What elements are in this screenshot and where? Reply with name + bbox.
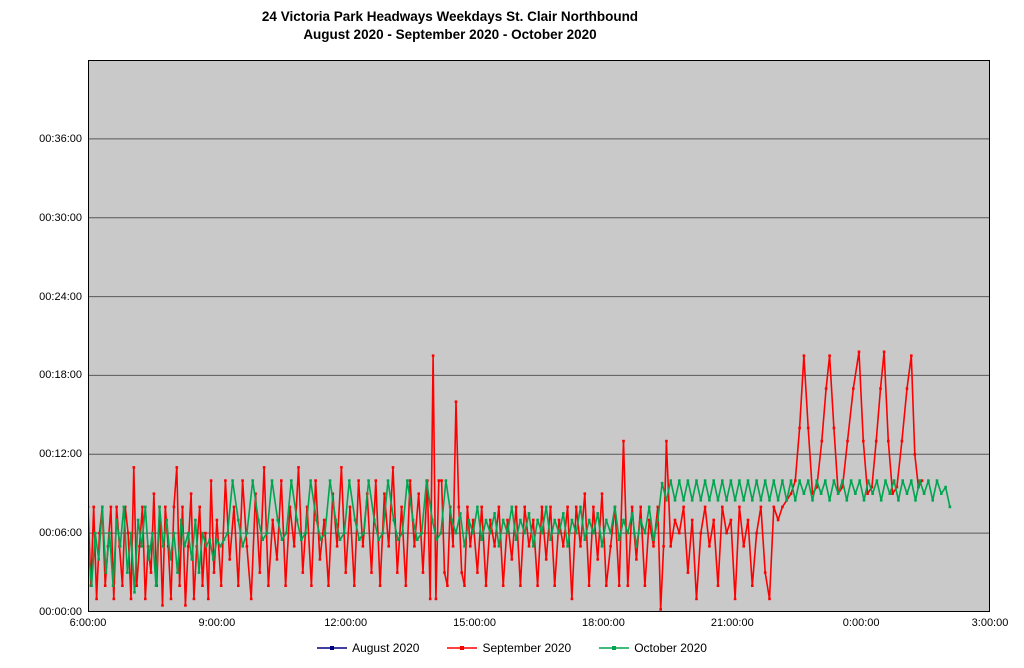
legend: August 2020 September 2020 October 2020: [0, 641, 1024, 655]
chart-title: 24 Victoria Park Headways Weekdays St. C…: [0, 8, 900, 43]
y-tick-label: 00:12:00: [39, 448, 82, 461]
series-line: [88, 350, 923, 611]
plot-svg: [88, 60, 990, 612]
plot-area: [88, 60, 990, 612]
x-axis-labels: 6:00:00 9:00:00 12:00:00 15:00:00 18:00:00 21…: [70, 617, 1009, 633]
y-axis-labels: 00:00:00 00:06:00 00:12:00 00:18:00 00:24:00…: [0, 60, 82, 618]
x-tick-label: 3:00:00: [971, 617, 1009, 629]
y-tick-label: 00:00:00: [39, 606, 82, 618]
x-tick-label: 12:00:00: [324, 617, 368, 629]
x-tick-label: 6:00:00: [69, 617, 107, 629]
y-tick-label: 00:06:00: [39, 527, 82, 540]
legend-swatch-icon: [599, 646, 630, 650]
legend-label: September 2020: [482, 641, 572, 655]
y-tick-label: 00:18:00: [39, 369, 82, 382]
legend-swatch-icon: [317, 646, 348, 650]
x-tick-label: 21:00:00: [710, 617, 754, 629]
x-tick-label: 18:00:00: [582, 617, 625, 629]
legend-item: October 2020: [599, 641, 707, 655]
series-line: [88, 479, 951, 594]
legend-item: September 2020: [447, 641, 571, 655]
legend-label: August 2020: [352, 641, 420, 655]
chart-title-line2: August 2020 - September 2020 - October 2…: [303, 26, 597, 42]
y-tick-label: 00:24:00: [39, 290, 82, 303]
x-tick-label: 0:00:00: [842, 617, 880, 629]
y-tick-label: 00:30:00: [39, 211, 82, 224]
x-tick-label: 9:00:00: [198, 617, 236, 629]
legend-item: August 2020: [317, 641, 419, 655]
y-tick-label: 00:36:00: [39, 132, 82, 145]
legend-label: October 2020: [634, 641, 707, 655]
x-tick-label: 15:00:00: [453, 617, 496, 629]
legend-swatch-icon: [447, 646, 478, 650]
chart-title-line1: 24 Victoria Park Headways Weekdays St. C…: [261, 9, 639, 24]
